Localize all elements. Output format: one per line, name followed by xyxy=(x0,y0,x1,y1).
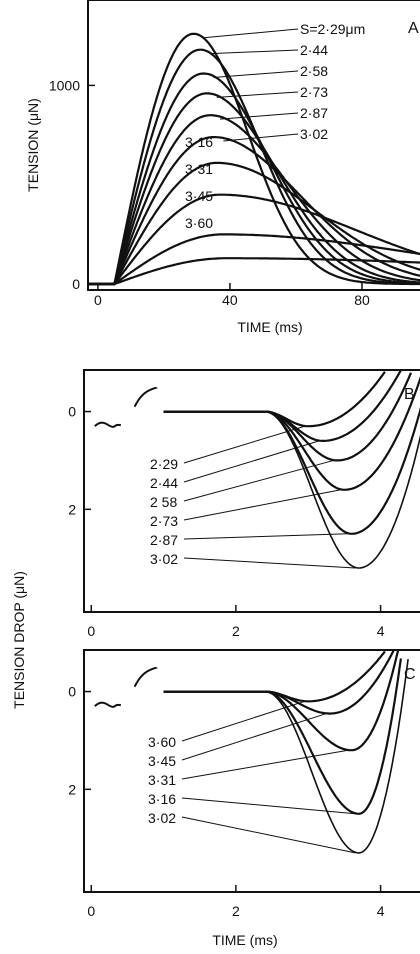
panel-a-series-label: S=2·29μm xyxy=(300,21,365,37)
panel-c-legend: 3·60 3·45 3·31 3·16 3·02 xyxy=(148,700,356,854)
panel-c-artifact xyxy=(133,667,158,688)
panel-b-curve-1 xyxy=(163,369,402,442)
panel-a: A TIME (ms) TENSION (μN) 0 40 80 0 1000 S=2·… xyxy=(25,0,420,335)
panel-c-curves xyxy=(94,650,409,854)
panel-a-curve-6 xyxy=(88,161,420,286)
panel-c-frame xyxy=(83,649,420,893)
panel-b-curve-4 xyxy=(163,407,420,535)
panel-a-xlabel: TIME (ms) xyxy=(237,319,302,335)
panel-a-ticks: 0 40 80 0 1000 xyxy=(49,77,370,308)
panel-c-ticks: 0 2 4 0 2 xyxy=(68,684,384,919)
panel-c-curve-1 xyxy=(163,650,395,715)
panel-a-curves xyxy=(88,32,420,286)
panel-a-series-label: 2·87 xyxy=(300,105,328,121)
panel-b-series-label: 3·02 xyxy=(150,551,178,567)
panel-a-series-label: 3·31 xyxy=(185,161,213,177)
panel-c-series-label: 3·16 xyxy=(148,791,176,807)
panel-a-curve-8 xyxy=(88,233,420,286)
panel-c: C 0 2 4 0 2 3·60 3·45 3·31 3·16 3·02 xyxy=(68,649,420,919)
panel-a-y-tick-label: 0 xyxy=(72,276,80,292)
panel-b-frame xyxy=(83,369,420,613)
panel-a-leader-line xyxy=(213,70,299,78)
panel-c-series-label: 3·02 xyxy=(148,810,176,826)
panel-a-curve-9 xyxy=(88,257,420,286)
panel-c-leader-line xyxy=(181,749,349,780)
panel-a-frame xyxy=(87,0,420,291)
panel-b-leader-line xyxy=(183,440,320,483)
panel-b-x-tick-label: 4 xyxy=(377,623,385,639)
panel-a-curve-7 xyxy=(88,193,420,286)
panel-c-x-tick-label: 2 xyxy=(232,903,240,919)
panel-a-leader-line xyxy=(223,133,299,142)
panel-c-leader-line xyxy=(181,700,305,742)
panel-b-x-tick-label: 2 xyxy=(232,623,240,639)
panel-a-curve-4 xyxy=(88,114,420,286)
panel-c-artifact xyxy=(94,701,122,708)
panel-b-leader-line xyxy=(183,459,334,502)
panel-b-leader-line xyxy=(183,489,341,521)
panel-a-series-label: 3·16 xyxy=(185,134,213,150)
panel-b-artifact xyxy=(133,387,158,408)
panel-c-y-tick-label: 0 xyxy=(68,684,76,700)
panel-b-series-label: 2·87 xyxy=(150,532,178,548)
panel-b-curve-0 xyxy=(163,371,386,428)
panel-b-y-tick-label: 2 xyxy=(68,501,76,517)
panel-a-series-label: 2·73 xyxy=(300,84,328,100)
panel-b-ticks: 0 2 4 0 2 xyxy=(68,404,384,639)
panel-b-series-label: 2·44 xyxy=(150,475,178,491)
panel-b-x-tick-label: 0 xyxy=(87,623,95,639)
panel-b: B 0 2 4 0 2 2·29 2·44 2 58 2·73 2·87 3·02 xyxy=(68,369,420,639)
panel-a-ylabel: TENSION (μN) xyxy=(25,98,41,192)
panel-c-label: C xyxy=(404,666,416,683)
panel-c-leader-line xyxy=(181,713,327,761)
panel-b-y-tick-label: 0 xyxy=(68,404,76,420)
panel-c-leader-line xyxy=(181,797,356,815)
panel-c-series-label: 3·45 xyxy=(148,753,176,769)
panel-a-series-label: 2·44 xyxy=(300,42,328,58)
panel-a-series-label: 3·02 xyxy=(300,126,328,142)
panel-c-series-label: 3·60 xyxy=(148,734,176,750)
panel-a-series-label: 3·60 xyxy=(185,215,213,231)
panel-a-curve-5 xyxy=(88,136,420,286)
panel-b-series-label: 2·29 xyxy=(150,456,178,472)
panel-a-label: A xyxy=(408,20,419,37)
panel-c-y-tick-label: 2 xyxy=(68,781,76,797)
panel-b-leader-line xyxy=(183,533,349,540)
panel-b-leader-line xyxy=(183,557,356,569)
panel-a-y-tick-label: 1000 xyxy=(49,77,80,93)
panel-a-leader-line xyxy=(203,28,299,39)
panel-a-series-label: 3·45 xyxy=(185,188,213,204)
panel-b-curve-5 xyxy=(163,410,420,569)
panel-c-x-tick-label: 4 xyxy=(377,903,385,919)
panel-a-x-tick-label: 0 xyxy=(94,292,102,308)
panel-a-leader-line xyxy=(216,91,299,98)
panel-a-leader-line xyxy=(210,49,299,55)
shared-ylabel: TENSION DROP (μN) xyxy=(11,571,27,709)
panel-b-label: B xyxy=(404,386,415,403)
panel-b-curves xyxy=(94,369,420,569)
panel-c-x-tick-label: 0 xyxy=(87,903,95,919)
panel-a-leader-line xyxy=(219,112,299,120)
shared-xlabel: TIME (ms) xyxy=(212,932,277,948)
panel-c-curve-3 xyxy=(163,658,402,815)
panel-a-x-tick-label: 80 xyxy=(354,292,370,308)
panel-c-curve-4 xyxy=(163,658,409,854)
panel-b-legend: 2·29 2·44 2 58 2·73 2·87 3·02 xyxy=(150,425,356,569)
panel-c-leader-line xyxy=(181,816,356,854)
panel-a-curve-0 xyxy=(88,32,420,286)
panel-b-leader-line xyxy=(183,425,305,464)
panel-a-curve-3 xyxy=(88,92,420,286)
panel-b-series-label: 2·73 xyxy=(150,513,178,529)
panel-b-series-label: 2 58 xyxy=(150,494,177,510)
panel-a-series-label: 2·58 xyxy=(300,63,328,79)
panel-c-series-label: 3·31 xyxy=(148,772,176,788)
panel-b-artifact xyxy=(94,421,122,428)
panel-a-x-tick-label: 40 xyxy=(222,292,238,308)
panel-a-legend: S=2·29μm 2·44 2·58 2·73 2·87 3·02 3·16 3·31 3·45… xyxy=(185,21,365,231)
